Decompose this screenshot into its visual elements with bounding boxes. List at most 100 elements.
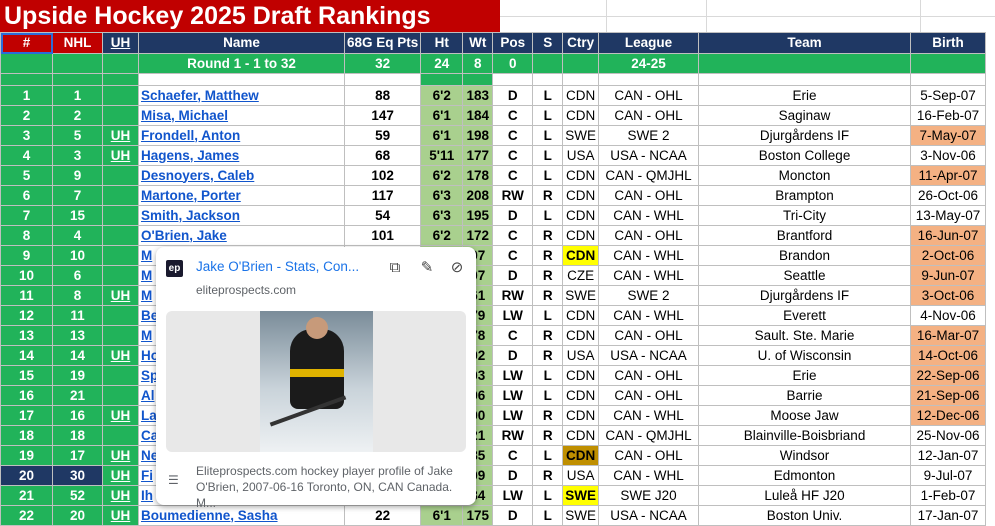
cell-pos[interactable]: RW (492, 285, 534, 306)
cell-s[interactable]: L (532, 305, 564, 326)
cell-ht[interactable]: 6'3 (420, 185, 464, 206)
cell-birth[interactable]: 2-Oct-06 (910, 245, 987, 266)
cell-league[interactable]: CAN - OHL (598, 385, 700, 406)
cell-s[interactable]: R (532, 265, 564, 286)
cell-league[interactable]: CAN - WHL (598, 265, 700, 286)
cell-birth[interactable]: 25-Nov-06 (910, 425, 987, 446)
cell-team[interactable]: Edmonton (698, 465, 912, 486)
header-rank[interactable]: # (0, 32, 53, 54)
cell-team[interactable]: Boston College (698, 145, 912, 166)
cell-league[interactable]: CAN - WHL (598, 245, 700, 266)
cell-pos[interactable]: C (492, 225, 534, 246)
cell-nhl[interactable]: 8 (52, 285, 103, 306)
cell-nhl[interactable]: 52 (52, 485, 103, 506)
cell-ctry[interactable]: SWE (562, 285, 600, 306)
cell-birth[interactable]: 3-Oct-06 (910, 285, 987, 306)
cell-birth[interactable]: 12-Jan-07 (910, 445, 987, 466)
cell-rank[interactable]: 9 (0, 245, 53, 266)
cell-nhl[interactable]: 7 (52, 185, 103, 206)
cell-team[interactable]: Boston Univ. (698, 505, 912, 526)
cell-nhl[interactable]: 14 (52, 345, 103, 366)
cell-birth[interactable]: 11-Apr-07 (910, 165, 987, 186)
cell-pos[interactable]: D (492, 85, 534, 106)
cell-rank[interactable]: 1 (0, 85, 53, 106)
cell-pts[interactable]: 54 (343, 205, 422, 226)
cell-pos[interactable]: C (492, 445, 534, 466)
cell-ctry[interactable]: CDN (562, 325, 600, 346)
cell-uh[interactable] (102, 325, 139, 346)
cell-birth[interactable]: 14-Oct-06 (910, 345, 987, 366)
cell-uh[interactable] (102, 165, 139, 186)
cell-rank[interactable]: 12 (0, 305, 53, 326)
cell-nhl[interactable]: 1 (52, 85, 103, 106)
cell-nhl[interactable]: 30 (52, 465, 103, 486)
cell-pts[interactable]: 102 (343, 165, 422, 186)
cell-rank[interactable]: 10 (0, 265, 53, 286)
cell-birth[interactable]: 5-Sep-07 (910, 85, 987, 106)
cell-team[interactable]: Everett (698, 305, 912, 326)
cell-s[interactable]: R (532, 245, 564, 266)
header-wt[interactable]: Wt (462, 32, 494, 54)
cell-nhl[interactable]: 2 (52, 105, 103, 126)
cell-s[interactable]: L (532, 485, 564, 506)
cell-s[interactable]: L (532, 145, 564, 166)
cell-team[interactable]: Erie (698, 365, 912, 386)
cell-pos[interactable]: RW (492, 425, 534, 446)
cell-nhl[interactable]: 18 (52, 425, 103, 446)
cell-birth[interactable]: 9-Jun-07 (910, 265, 987, 286)
cell-pos[interactable]: C (492, 125, 534, 146)
cell-rank[interactable]: 15 (0, 365, 53, 386)
cell-rank[interactable]: 11 (0, 285, 53, 306)
cell-pts[interactable]: 117 (343, 185, 422, 206)
cell-rank[interactable]: 6 (0, 185, 53, 206)
cell-ctry[interactable]: CZE (562, 265, 600, 286)
cell-ht[interactable]: 6'1 (420, 505, 464, 526)
cell-nhl[interactable]: 19 (52, 365, 103, 386)
cell-birth[interactable]: 16-Jun-07 (910, 225, 987, 246)
cell-ctry[interactable]: CDN (562, 405, 600, 426)
cell-team[interactable]: Barrie (698, 385, 912, 406)
cell-league[interactable]: SWE 2 (598, 125, 700, 146)
cell-birth[interactable]: 4-Nov-06 (910, 305, 987, 326)
cell-uh[interactable] (102, 265, 139, 286)
cell-uh[interactable]: UH (102, 405, 139, 426)
cell-ht[interactable]: 5'11 (420, 145, 464, 166)
cell-nhl[interactable]: 5 (52, 125, 103, 146)
cell-s[interactable]: R (532, 465, 564, 486)
cell-uh[interactable] (102, 85, 139, 106)
cell-uh[interactable]: UH (102, 285, 139, 306)
cell-pos[interactable]: LW (492, 485, 534, 506)
cell-ctry[interactable]: SWE (562, 485, 600, 506)
cell-pts[interactable]: 147 (343, 105, 422, 126)
cell-s[interactable]: L (532, 85, 564, 106)
cell-pos[interactable]: D (492, 265, 534, 286)
cell-wt[interactable]: 195 (462, 205, 494, 226)
cell-birth[interactable]: 13-May-07 (910, 205, 987, 226)
cell-pts[interactable]: 88 (343, 85, 422, 106)
cell-team[interactable]: Djurgårdens IF (698, 125, 912, 146)
cell-ctry[interactable]: SWE (562, 125, 600, 146)
cell-rank[interactable]: 3 (0, 125, 53, 146)
cell-s[interactable]: L (532, 105, 564, 126)
header-name[interactable]: Name (138, 32, 345, 54)
cell-league[interactable]: USA - NCAA (598, 505, 700, 526)
cell-rank[interactable]: 20 (0, 465, 53, 486)
cell-league[interactable]: CAN - QMJHL (598, 425, 700, 446)
cell-wt[interactable]: 178 (462, 165, 494, 186)
cell-ctry[interactable]: CDN (562, 85, 600, 106)
cell-nhl[interactable]: 20 (52, 505, 103, 526)
cell-rank[interactable]: 21 (0, 485, 53, 506)
cell-name[interactable]: Schaefer, Matthew (138, 85, 345, 106)
cell-birth[interactable]: 16-Mar-07 (910, 325, 987, 346)
cell-team[interactable]: Moncton (698, 165, 912, 186)
cell-nhl[interactable]: 6 (52, 265, 103, 286)
cell-uh[interactable] (102, 385, 139, 406)
cell-rank[interactable]: 13 (0, 325, 53, 346)
cell-league[interactable]: SWE J20 (598, 485, 700, 506)
edit-icon[interactable]: ✎ (420, 259, 434, 276)
cell-rank[interactable]: 2 (0, 105, 53, 126)
cell-s[interactable]: L (532, 125, 564, 146)
cell-rank[interactable]: 4 (0, 145, 53, 166)
cell-nhl[interactable]: 10 (52, 245, 103, 266)
cell-league[interactable]: CAN - WHL (598, 405, 700, 426)
